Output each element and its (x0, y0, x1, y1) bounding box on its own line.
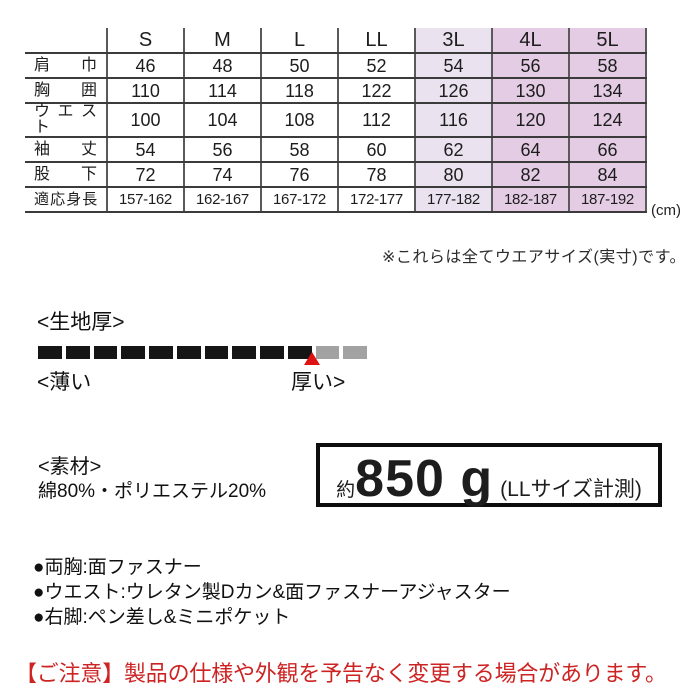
size-table: S M L LL 3L 4L 5L 肩巾 46 48 50 52 54 56 58 胸囲 110 1… (25, 28, 647, 213)
table-row: 股下 72 74 76 78 80 82 84 (25, 162, 647, 188)
material-title: <素材> (38, 456, 102, 478)
table-cell: 157-162 (106, 187, 184, 213)
table-row: 肩巾 46 48 50 52 54 56 58 (25, 53, 647, 79)
table-cell: 120 (491, 103, 569, 138)
table-row: 適応身長 157-162 162-167 167-172 172-177 177-182 1… (25, 187, 647, 213)
table-header-row: S M L LL 3L 4L 5L (25, 28, 647, 54)
row-label: 袖丈 (25, 137, 107, 163)
column-header-3l: 3L (414, 28, 492, 54)
fabric-thickness-segment (260, 346, 284, 359)
weight-suffix: (LLサイズ計測) (500, 478, 642, 501)
table-cell: 124 (568, 103, 647, 138)
fabric-thickness-segment (343, 346, 367, 359)
table-row: 胸囲 110 114 118 122 126 130 134 (25, 78, 647, 104)
table-cell: 167-172 (260, 187, 338, 213)
table-cell: 84 (568, 162, 647, 188)
table-cell: 108 (260, 103, 338, 138)
table-cell: 72 (106, 162, 184, 188)
table-cell: 114 (183, 78, 261, 104)
table-cell: 82 (491, 162, 569, 188)
table-cell: 58 (568, 53, 647, 79)
marker-triangle-icon (304, 352, 320, 365)
table-cell: 66 (568, 137, 647, 163)
column-header-l: L (260, 28, 338, 54)
table-cell: 62 (414, 137, 492, 163)
warning-text: 【ご注意】製品の仕様や外観を予告なく変更する場合があります。 (15, 661, 667, 686)
weight-value: 850 g (355, 450, 494, 508)
table-cell: 182-187 (491, 187, 569, 213)
table-cell: 177-182 (414, 187, 492, 213)
table-cell: 46 (106, 53, 184, 79)
column-header-4l: 4L (491, 28, 569, 54)
table-row: ウエスト 100 104 108 112 116 120 124 (25, 103, 647, 138)
table-cell: 134 (568, 78, 647, 104)
table-cell: 54 (414, 53, 492, 79)
table-cell: 118 (260, 78, 338, 104)
table-cell: 110 (106, 78, 184, 104)
table-cell: 104 (183, 103, 261, 138)
fabric-thickness-segment (38, 346, 62, 359)
table-cell: 54 (106, 137, 184, 163)
table-cell: 130 (491, 78, 569, 104)
table-cell: 76 (260, 162, 338, 188)
table-cell: 58 (260, 137, 338, 163)
table-cell: 50 (260, 53, 338, 79)
table-cell: 56 (183, 137, 261, 163)
fabric-thickness-title: <生地厚> (37, 311, 125, 334)
table-cell: 64 (491, 137, 569, 163)
fabric-thickness-segment (121, 346, 145, 359)
weight-prefix: 約 (336, 480, 356, 501)
fabric-thickness-segment (204, 346, 229, 359)
table-cell: 162-167 (183, 187, 261, 213)
material-value: 綿80%・ポリエステル20% (38, 481, 267, 502)
fabric-thickness-segment (232, 346, 256, 359)
fabric-thickness-segment (93, 346, 118, 359)
column-header-s: S (106, 28, 184, 54)
fabric-thickness-segment (176, 346, 201, 359)
column-header-ll: LL (337, 28, 415, 54)
column-header-5l: 5L (568, 28, 647, 54)
row-label: 股下 (25, 162, 107, 188)
feature-item: ●ウエスト:ウレタン製Dカン&面ファスナーアジャスター (33, 582, 511, 603)
table-cell: 60 (337, 137, 415, 163)
table-cell: 122 (337, 78, 415, 104)
table-cell: 112 (337, 103, 415, 138)
table-row: 袖丈 54 56 58 60 62 64 66 (25, 137, 647, 163)
size-note: ※これらは全てウエアサイズ(実寸)です。 (382, 249, 686, 266)
thick-label: 厚い> (291, 371, 346, 394)
table-cell: 172-177 (337, 187, 415, 213)
feature-item: ●右脚:ペン差し&ミニポケット (33, 607, 291, 628)
fabric-thickness-segment (315, 346, 340, 359)
table-cell: 126 (414, 78, 492, 104)
table-cell: 100 (106, 103, 184, 138)
table-cell: 52 (337, 53, 415, 79)
column-header-m: M (183, 28, 261, 54)
feature-item: ●両胸:面ファスナー (33, 557, 202, 578)
thin-label: <薄い (37, 371, 92, 394)
corner-cell (25, 28, 107, 54)
weight-box: 約 850 g (LLサイズ計測) (316, 443, 662, 508)
feature-list: ●両胸:面ファスナー ●ウエスト:ウレタン製Dカン&面ファスナーアジャスター ●… (33, 555, 511, 630)
row-label: 適応身長 (25, 187, 107, 213)
table-cell: 56 (491, 53, 569, 79)
size-table-body: 肩巾 46 48 50 52 54 56 58 胸囲 110 114 118 122 126 130 134 ウ… (25, 53, 647, 213)
table-cell: 116 (414, 103, 492, 138)
table-cell: 78 (337, 162, 415, 188)
table-cell: 48 (183, 53, 261, 79)
table-cell: 187-192 (568, 187, 647, 213)
unit-label: (cm) (651, 202, 681, 219)
table-cell: 74 (183, 162, 261, 188)
row-label: 肩巾 (25, 53, 107, 79)
fabric-thickness-segment (65, 346, 90, 359)
table-cell: 80 (414, 162, 492, 188)
row-label: 胸囲 (25, 78, 107, 104)
fabric-thickness-segment (149, 346, 173, 359)
row-label: ウエスト (25, 103, 107, 138)
